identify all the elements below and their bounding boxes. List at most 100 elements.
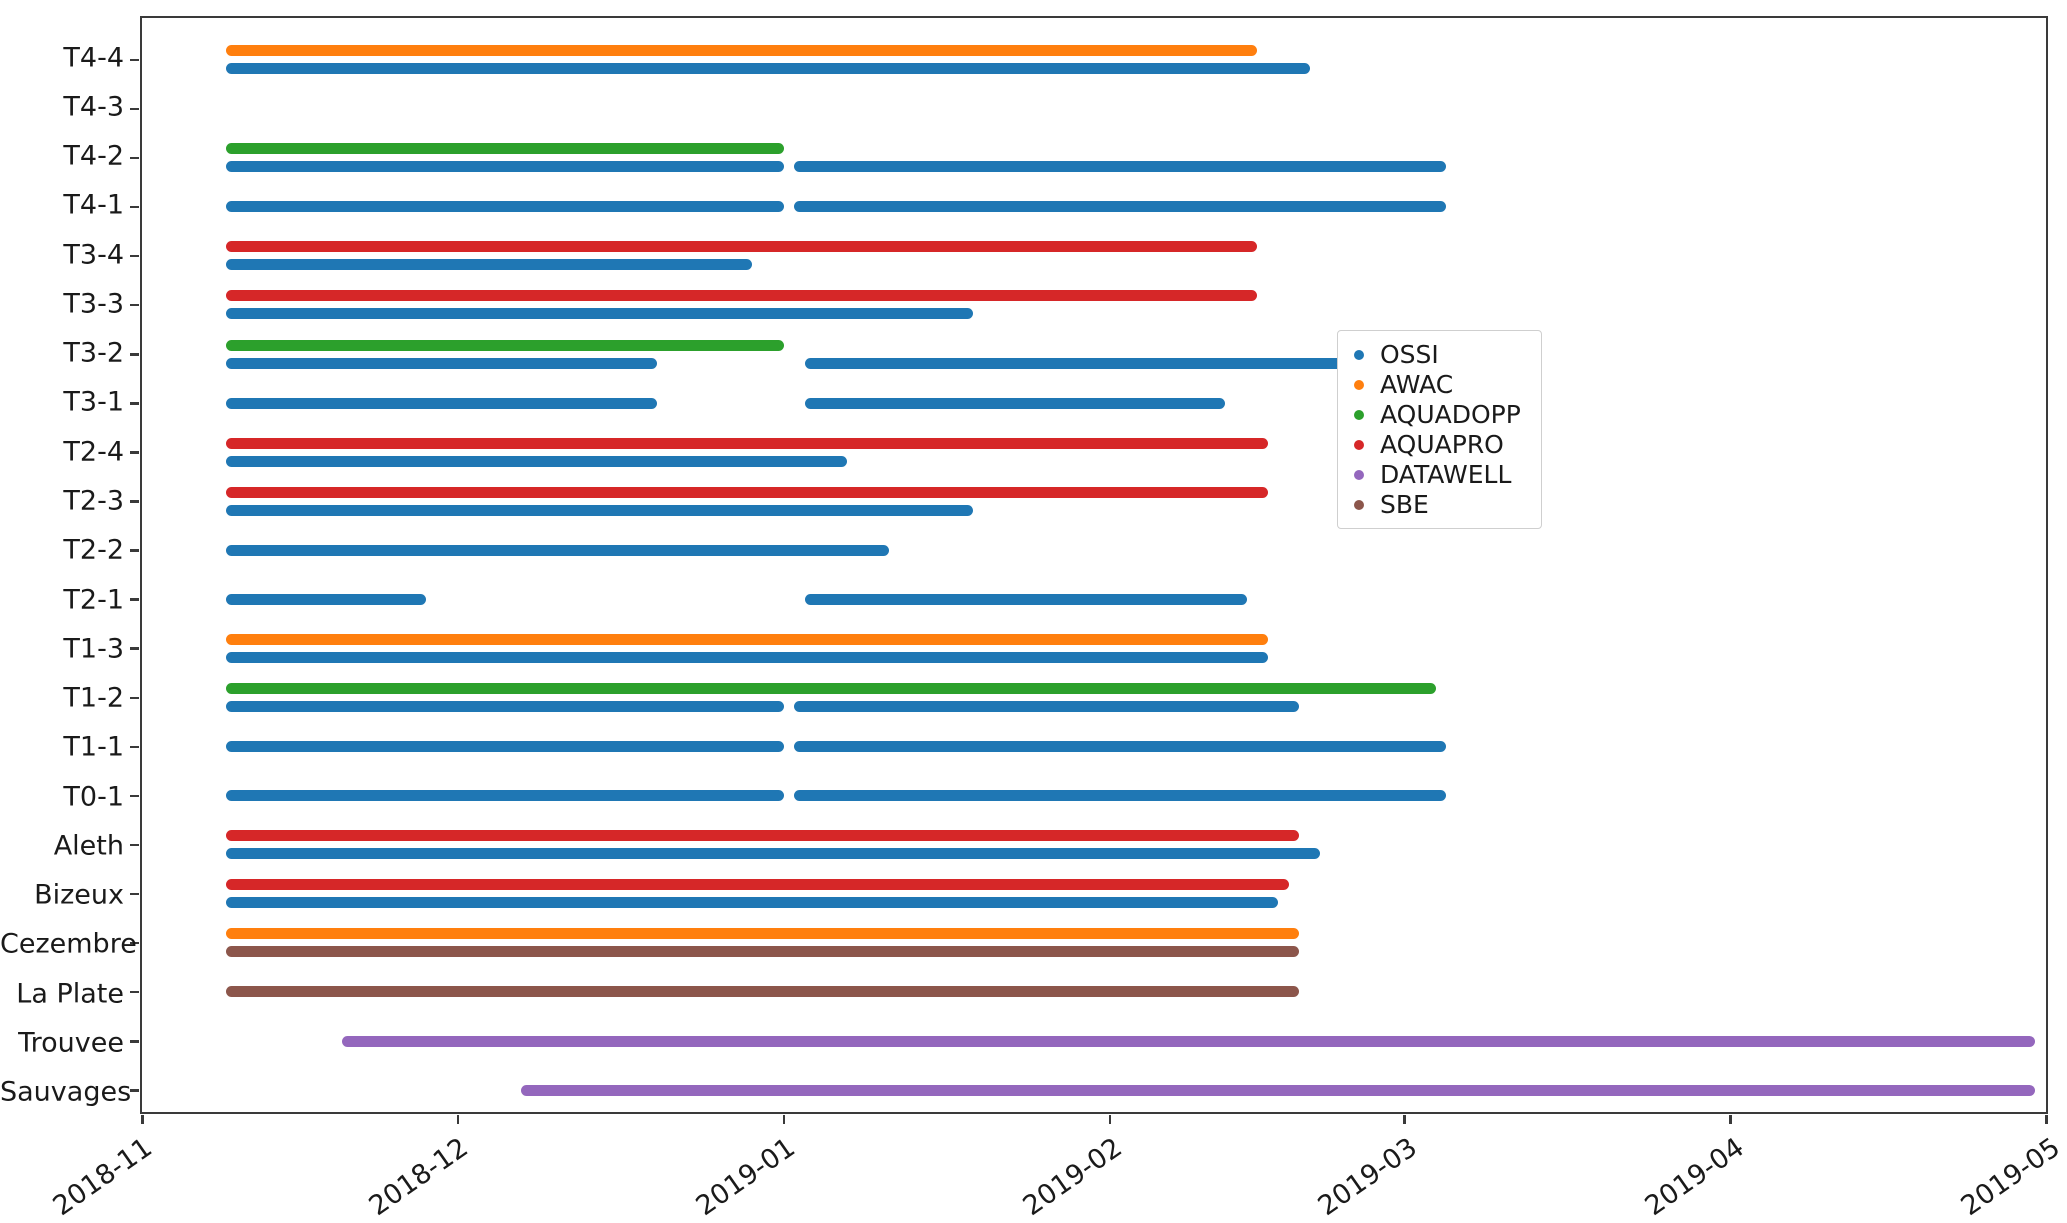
ossi-bar [226,790,784,802]
legend-label: AQUADOPP [1380,400,1521,429]
ossi-bar [794,701,1300,713]
ossi-bar [226,357,658,369]
ossi-bar [226,455,847,467]
y-tick-mark [130,843,139,847]
ossi-bar [794,161,1447,173]
aquadopp-bar [226,683,1436,695]
y-axis-label: La Plate [16,978,124,1010]
ossi-bar [226,504,973,516]
legend-marker-dot [1354,349,1364,360]
y-tick-mark [130,549,139,552]
ossi-bar [226,161,784,173]
legend-label: AWAC [1380,370,1454,399]
ossi-bar [226,651,1268,663]
x-axis: 2018-11 2018-12 2019-01 2019-02 2019-03 2019-… [48,1130,2066,1223]
ossi-bar [226,259,753,271]
legend-label: SBE [1380,490,1429,519]
y-tick-mark [130,500,139,503]
y-axis-label: Trouvee [18,1027,124,1059]
y-axis-label: T1-3 [63,633,124,665]
legend-label: OSSI [1380,340,1439,369]
aquadopp-bar [226,339,784,351]
y-tick-mark [130,58,139,62]
x-tick-mark [456,1115,460,1124]
aquadopp-bar [226,143,784,155]
x-tick-mark [782,1115,786,1124]
y-axis-label: T1-2 [63,682,124,714]
x-tick-mark [2045,1115,2048,1124]
y-tick-mark [130,303,139,307]
y-tick-mark [130,745,139,749]
y-tick-mark [130,647,139,650]
y-tick-mark [130,451,139,454]
y-axis-label: T3-3 [63,288,124,320]
y-axis-label: T4-3 [63,91,124,123]
y-axis-label: T3-1 [63,386,124,418]
y-tick-mark [130,941,139,945]
x-axis-label: 2019-05 [1955,1132,2066,1223]
x-axis-label: 2019-04 [1639,1132,1750,1223]
aquapro-bar [226,290,1258,302]
plot-area [130,16,2048,1124]
y-axis-label: T4-1 [63,189,124,221]
y-tick-mark [130,794,139,798]
legend-entry: OSSI [1354,340,1521,369]
ossi-bar [226,308,973,320]
y-tick-mark [130,156,139,160]
x-tick-mark [1729,1115,1732,1124]
y-tick-mark [130,353,139,356]
y-tick-mark [130,205,139,209]
y-axis-label: T2-1 [63,584,124,615]
datawell-bar [520,1084,2036,1096]
ossi-bar [226,63,1310,75]
legend-marker-dot [1354,409,1364,420]
aquapro-bar [226,241,1258,253]
y-axis-label: T0-1 [63,781,124,813]
y-tick-mark [130,1040,139,1043]
x-axis-label: 2019-02 [1017,1132,1128,1223]
ossi-bar [794,201,1447,213]
y-axis-label: T4-2 [63,140,124,172]
aquapro-bar [226,879,1289,891]
y-axis-label: Aleth [53,830,124,862]
ossi-bar [226,848,1321,860]
ossi-bar [804,593,1247,605]
legend-marker-dot [1354,379,1364,390]
y-axis-label: Sauvages [0,1076,132,1108]
legend-marker-dot [1354,499,1364,510]
y-tick-mark [130,1089,139,1092]
datawell-bar [341,1035,2036,1047]
ossi-bar [226,544,889,556]
y-axis-label: Bizeux [34,879,124,911]
ossi-bar [804,357,1436,369]
x-axis-label: 2019-03 [1312,1132,1423,1223]
legend-label: AQUAPRO [1380,430,1504,459]
y-axis-label: T1-1 [63,731,124,763]
aquapro-bar [226,830,1300,842]
y-axis-label: T3-2 [63,337,124,369]
ossi-bar [226,201,784,213]
ossi-bar [226,741,784,753]
y-tick-mark [130,696,139,700]
y-axis-label: T2-4 [63,436,124,468]
legend-label: DATAWELL [1380,460,1512,489]
aquapro-bar [226,437,1268,449]
awac-bar [226,45,1258,57]
legend-entry: AWAC [1354,370,1521,399]
aquapro-bar [226,486,1268,498]
ossi-bar [226,897,1279,909]
awac-bar [226,928,1300,940]
sbe-bar [226,986,1300,998]
ossi-bar [226,397,658,409]
awac-bar [226,633,1268,645]
x-axis-label: 2018-11 [47,1132,158,1223]
ossi-bar [226,593,426,605]
legend-entry: DATAWELL [1354,460,1521,489]
y-axis: T4-4 T4-3 T4-2 T4-1 T3-4 T3-3 T3-2 T3-1 T2-4 T2-3… [0,16,137,1114]
y-tick-mark [130,107,139,111]
sbe-bar [226,946,1300,958]
y-axis-label: Cezembre [0,928,137,960]
legend: OSSI AWAC AQUADOPP AQUAPRO DATAWELL SBE [1337,330,1542,529]
x-axis-label: 2018-12 [363,1132,475,1223]
